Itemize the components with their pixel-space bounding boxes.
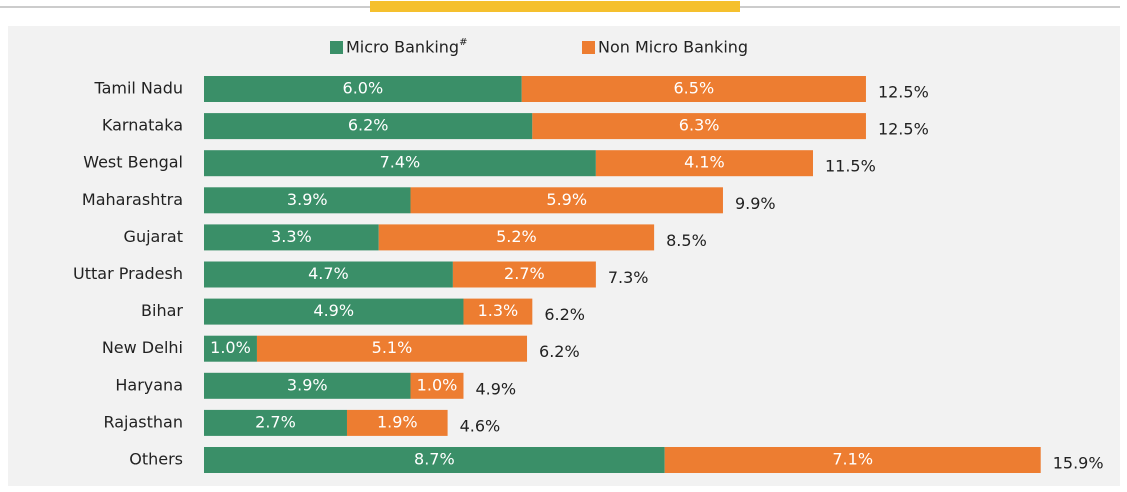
- y-tick-label: Karnataka: [102, 116, 183, 135]
- value-label: 6.3%: [679, 116, 720, 135]
- bar-segment: [463, 298, 533, 325]
- value-label: 5.1%: [372, 338, 413, 357]
- value-label: 1.9%: [377, 412, 418, 431]
- value-label: 5.2%: [496, 227, 537, 246]
- bar-segment: [410, 187, 723, 214]
- total-label: 12.5%: [878, 120, 929, 139]
- value-label: 1.3%: [478, 301, 519, 320]
- value-label: 3.9%: [287, 190, 328, 209]
- bar-segment: [410, 372, 464, 399]
- panel: [8, 26, 1120, 486]
- bar-segment: [256, 335, 528, 362]
- total-label: 4.9%: [475, 379, 516, 398]
- total-label: 15.9%: [1053, 454, 1104, 473]
- bar-segment: [204, 372, 411, 399]
- total-label: 9.9%: [735, 194, 776, 213]
- bar-segment: [346, 409, 448, 436]
- value-label: 7.4%: [380, 153, 421, 172]
- value-label: 1.0%: [417, 375, 458, 394]
- value-label: 6.0%: [343, 79, 384, 98]
- legend-label: Micro Banking#: [346, 37, 467, 57]
- y-tick-label: Others: [129, 450, 183, 469]
- y-tick-label: Tamil Nadu: [93, 79, 183, 98]
- y-tick-label: Maharashtra: [82, 190, 183, 209]
- value-label: 1.0%: [210, 338, 251, 357]
- total-label: 4.6%: [460, 416, 501, 435]
- y-tick-label: New Delhi: [102, 338, 183, 357]
- value-label: 3.9%: [287, 375, 328, 394]
- bar-segment: [204, 298, 464, 325]
- total-label: 6.2%: [539, 342, 580, 361]
- value-label: 4.7%: [308, 264, 349, 283]
- value-label: 4.1%: [684, 153, 725, 172]
- bar-segment: [664, 447, 1041, 473]
- legend-label: Non Micro Banking: [598, 38, 748, 57]
- value-label: 2.7%: [504, 264, 545, 283]
- bar-segment: [532, 113, 866, 140]
- bar-segment: [204, 224, 379, 251]
- bar-segment: [204, 150, 596, 177]
- bar-segment: [204, 76, 522, 102]
- total-label: 7.3%: [608, 268, 649, 287]
- value-label: 7.1%: [832, 450, 873, 469]
- bar-segment: [595, 150, 813, 177]
- legend-swatch: [582, 41, 595, 54]
- value-label: 2.7%: [255, 412, 296, 431]
- bar-segment: [452, 261, 596, 288]
- legend-footnote: #: [459, 37, 467, 48]
- bar-segment: [204, 113, 533, 140]
- y-tick-label: Gujarat: [124, 227, 183, 246]
- value-label: 3.3%: [271, 227, 312, 246]
- y-tick-label: Haryana: [115, 375, 183, 394]
- bar-segment: [521, 76, 866, 102]
- y-tick-label: Bihar: [141, 301, 183, 320]
- bar-segment: [204, 409, 347, 436]
- bar-segment: [204, 335, 257, 362]
- value-label: 5.9%: [546, 190, 587, 209]
- value-label: 6.2%: [348, 116, 389, 135]
- accent-bar: [370, 1, 740, 12]
- y-tick-label: Uttar Pradesh: [73, 264, 183, 283]
- value-label: 4.9%: [313, 301, 354, 320]
- total-label: 6.2%: [544, 305, 585, 324]
- total-label: 8.5%: [666, 231, 707, 250]
- legend-swatch: [330, 41, 343, 54]
- y-tick-label: West Bengal: [83, 153, 183, 172]
- value-label: 6.5%: [674, 79, 715, 98]
- total-label: 12.5%: [878, 83, 929, 102]
- bar-segment: [204, 447, 665, 473]
- value-label: 8.7%: [414, 450, 455, 469]
- bar-segment: [204, 261, 453, 288]
- bar-segment: [378, 224, 655, 251]
- y-tick-label: Rajasthan: [103, 412, 183, 431]
- total-label: 11.5%: [825, 157, 876, 176]
- bar-segment: [204, 187, 411, 214]
